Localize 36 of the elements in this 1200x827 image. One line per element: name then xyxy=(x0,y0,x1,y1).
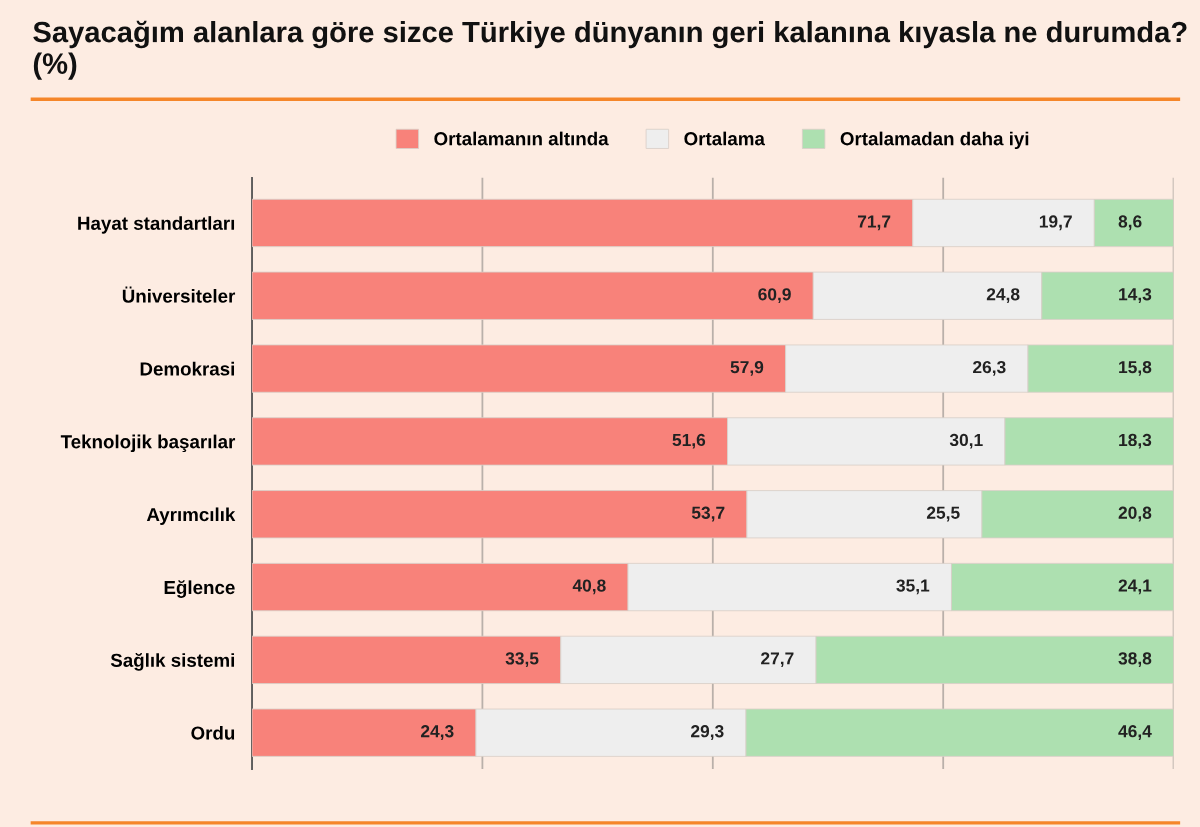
data-label: 46,4 xyxy=(1118,725,1152,740)
y-tick-label: Sağlık sistemi xyxy=(110,652,235,671)
data-label: 51,6 xyxy=(672,433,706,449)
data-label: 60,9 xyxy=(758,288,791,303)
data-label: 29,3 xyxy=(691,725,724,740)
data-label: 27,7 xyxy=(761,652,794,668)
legend-label: Ortalama xyxy=(684,131,766,146)
data-label: 33,5 xyxy=(505,652,539,668)
data-label: 24,3 xyxy=(421,725,454,740)
data-label: 15,8 xyxy=(1119,360,1152,376)
data-label: 38,8 xyxy=(1118,652,1152,668)
data-label: 35,1 xyxy=(896,579,930,595)
legend-label: Ortalamanın altında xyxy=(434,131,609,146)
data-label: 19,7 xyxy=(1039,215,1072,231)
y-tick-label: Demokrasi xyxy=(140,361,235,376)
data-label: 53,7 xyxy=(691,506,725,522)
chart-title: Sayacağım alanlara göre sizce Türkiye dünyanın geri kalanına kıyasla ne durumda? (%) xyxy=(33,20,1187,80)
y-tick-label: Ordu xyxy=(191,725,235,740)
y-tick-label: Eğlence xyxy=(164,580,235,598)
y-tick-label: Teknolojik başarılar xyxy=(60,434,236,453)
y-tick-label: Ayrımcılık xyxy=(146,507,236,525)
data-label: 24,8 xyxy=(986,288,1020,303)
y-tick-label: Üniversiteler xyxy=(122,286,236,303)
data-label: 25,5 xyxy=(926,506,960,522)
data-label: 57,9 xyxy=(730,360,764,376)
y-tick-label: Hayat standartları xyxy=(78,216,235,234)
data-label: 20,8 xyxy=(1118,506,1152,522)
data-label: 18,3 xyxy=(1119,433,1152,449)
data-label: 14,3 xyxy=(1119,288,1152,303)
data-label: 40,8 xyxy=(572,579,606,595)
data-label: 24,1 xyxy=(1118,579,1152,595)
legend-label: Ortalamadan daha iyi xyxy=(840,131,1029,150)
data-label: 8,6 xyxy=(1118,215,1142,231)
data-label: 30,1 xyxy=(949,433,983,449)
data-label: 71,7 xyxy=(857,215,891,231)
data-label: 26,3 xyxy=(973,360,1006,376)
